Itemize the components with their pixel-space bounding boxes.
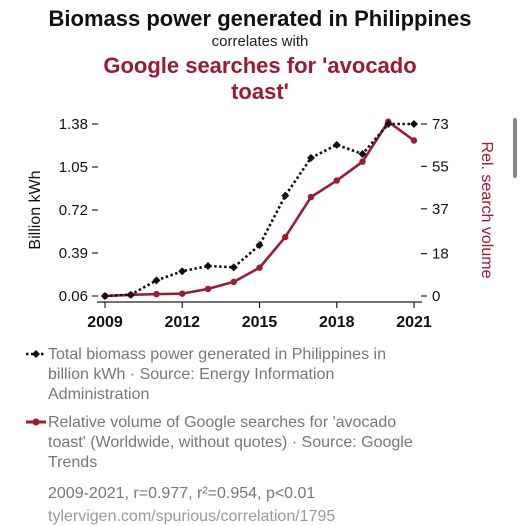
x-tick-label-2009: 2009 [87,314,123,331]
y2-axis-label: Rel. search volume [478,142,495,279]
series-biomass-point-2015 [255,241,264,250]
scrollbar[interactable] [513,118,517,178]
y-tick-label-0.39: 0.39 [59,245,88,262]
series-biomass-point-2014 [229,263,238,272]
y-tick-label-1.05: 1.05 [59,159,88,176]
series-avocado-point-2016 [282,233,289,241]
chart-subtitle: correlates with [211,33,309,50]
series-avocado-point-2019 [359,158,366,165]
series-biomass-point-2021 [410,120,418,128]
y-tick-label-0.06: 0.06 [59,288,88,305]
series-biomass-point-2013 [204,262,212,271]
series-avocado-point-2011 [153,290,160,298]
y2-tick-label-73: 73 [432,116,449,133]
y2-tick-label-18: 18 [432,246,449,263]
series-avocado-point-2021 [410,137,418,144]
y2-tick-label-37: 37 [432,201,449,218]
title-block: Biomass power generated in Philippines c… [0,6,520,105]
y2-tick-label-55: 55 [432,158,449,175]
series-biomass-point-2018 [332,140,341,149]
y-tick-label-0.72: 0.72 [59,202,88,219]
x-tick-label-2015: 2015 [242,314,278,331]
series-biomass-point-2016 [281,191,290,200]
chart-svg: 2009 2012 2015 2018 2021 1.38 1.05 0.72 0.39 0.06… [27,116,495,331]
series-biomass-point-2019 [358,149,367,158]
chart-title: Biomass power generated in Philippines [48,6,472,31]
series-avocado-point-2015 [256,264,263,271]
x-tick-label-2012: 2012 [164,314,200,331]
series-avocado-point-2013 [204,285,212,293]
legend-text-avocado: Relative volume of Google searches for '… [48,414,413,471]
source-url[interactable]: tylervigen.com/spurious/correlation/1795 [48,508,336,525]
chart-title-secondary: Google searches for 'avocado toast' [103,53,417,104]
legend-item-biomass: Total biomass power generated in Philipp… [24,345,424,405]
y-axis-label: Billion kWh [27,170,44,249]
series-biomass-point-2020 [384,120,393,128]
series-biomass-point-2009 [101,292,109,300]
y-tick-label-1.38: 1.38 [59,116,88,133]
series-avocado-point-2017 [307,193,315,201]
legend-symbol-biomass [26,350,46,358]
y2-tick-label-0: 0 [432,288,440,305]
x-tick-label-2021: 2021 [396,314,432,331]
series-avocado-point-2018 [333,177,340,184]
legend-symbol-avocado [26,418,46,426]
series-avocado-point-2012 [179,290,186,297]
series-biomass-point-2010 [126,290,135,299]
series-biomass-point-2012 [178,267,187,276]
series-biomass-point-2011 [152,276,161,285]
legend-text-biomass: Total biomass power generated in Philipp… [48,346,386,403]
legend-item-avocado: Relative volume of Google searches for '… [24,413,424,473]
correlation-stats: 2009-2021, r=0.977, r²=0.954, p<0.01 [48,485,316,502]
series-avocado-point-2014 [230,278,237,286]
x-tick-label-2018: 2018 [319,314,355,331]
series-biomass-point-2017 [307,153,315,162]
